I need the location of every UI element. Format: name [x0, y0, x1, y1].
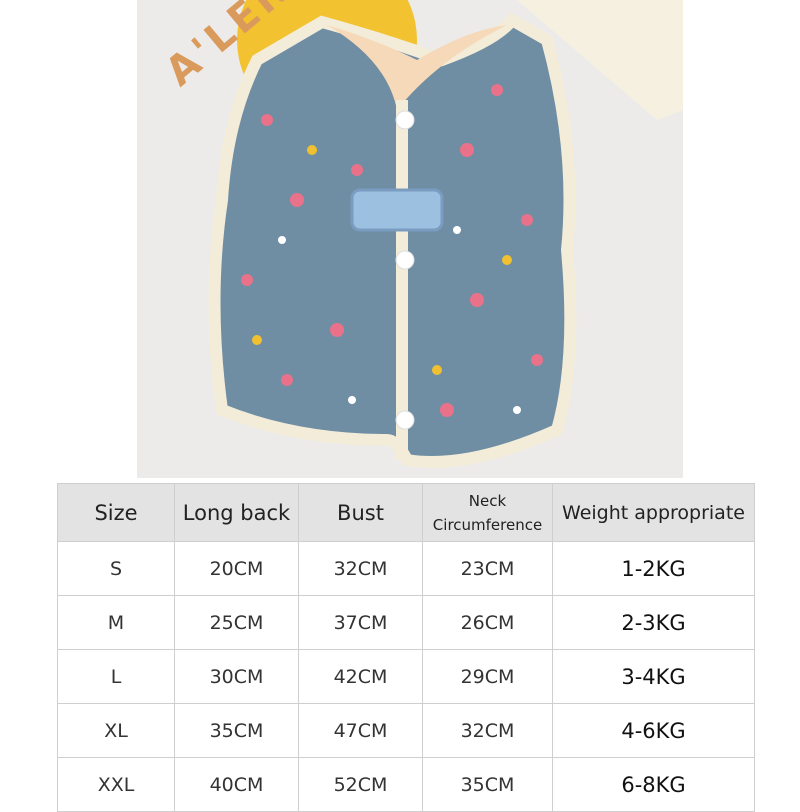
vest-body	[208, 12, 577, 468]
table-row: L 30CM 42CM 29CM 3-4KG	[57, 649, 755, 704]
cell-bust: 32CM	[298, 541, 423, 596]
table-row: XXL 40CM 52CM 35CM 6-8KG	[57, 757, 755, 812]
cell-bust: 37CM	[298, 595, 423, 650]
vest-illustration	[208, 0, 683, 468]
cell-size: XXL	[57, 757, 175, 812]
cell-long-back: 35CM	[174, 703, 299, 758]
harness-ring	[350, 188, 444, 232]
cell-bust: 47CM	[298, 703, 423, 758]
table-row: S 20CM 32CM 23CM 1-2KG	[57, 541, 755, 596]
table-header-row: Size Long back Bust Neck Circumference W…	[57, 483, 755, 542]
cell-neck: 29CM	[422, 649, 553, 704]
cell-neck: 32CM	[422, 703, 553, 758]
cell-size: M	[57, 595, 175, 650]
cell-neck: 23CM	[422, 541, 553, 596]
cell-neck: 26CM	[422, 595, 553, 650]
cell-neck: 35CM	[422, 757, 553, 812]
cell-long-back: 25CM	[174, 595, 299, 650]
cell-bust: 52CM	[298, 757, 423, 812]
floral-pattern	[241, 84, 543, 417]
cell-weight: 6-8KG	[552, 757, 755, 812]
header-neck-circumference: Neck Circumference	[422, 483, 553, 542]
cell-long-back: 20CM	[174, 541, 299, 596]
header-weight: Weight appropriate	[552, 483, 755, 542]
cell-weight: 3-4KG	[552, 649, 755, 704]
book-decor	[517, 0, 683, 120]
table-row: M 25CM 37CM 26CM 2-3KG	[57, 595, 755, 650]
vest-lining	[327, 25, 507, 110]
cell-size: XL	[57, 703, 175, 758]
header-long-back: Long back	[174, 483, 299, 542]
header-bust: Bust	[298, 483, 423, 542]
product-photo: A'LEN	[137, 0, 683, 478]
cell-long-back: 30CM	[174, 649, 299, 704]
header-size: Size	[57, 483, 175, 542]
cell-bust: 42CM	[298, 649, 423, 704]
table-row: XL 35CM 47CM 32CM 4-6KG	[57, 703, 755, 758]
cell-long-back: 40CM	[174, 757, 299, 812]
cell-size: L	[57, 649, 175, 704]
cell-weight: 4-6KG	[552, 703, 755, 758]
size-chart-table: Size Long back Bust Neck Circumference W…	[57, 483, 755, 812]
cell-weight: 1-2KG	[552, 541, 755, 596]
cell-size: S	[57, 541, 175, 596]
cell-weight: 2-3KG	[552, 595, 755, 650]
